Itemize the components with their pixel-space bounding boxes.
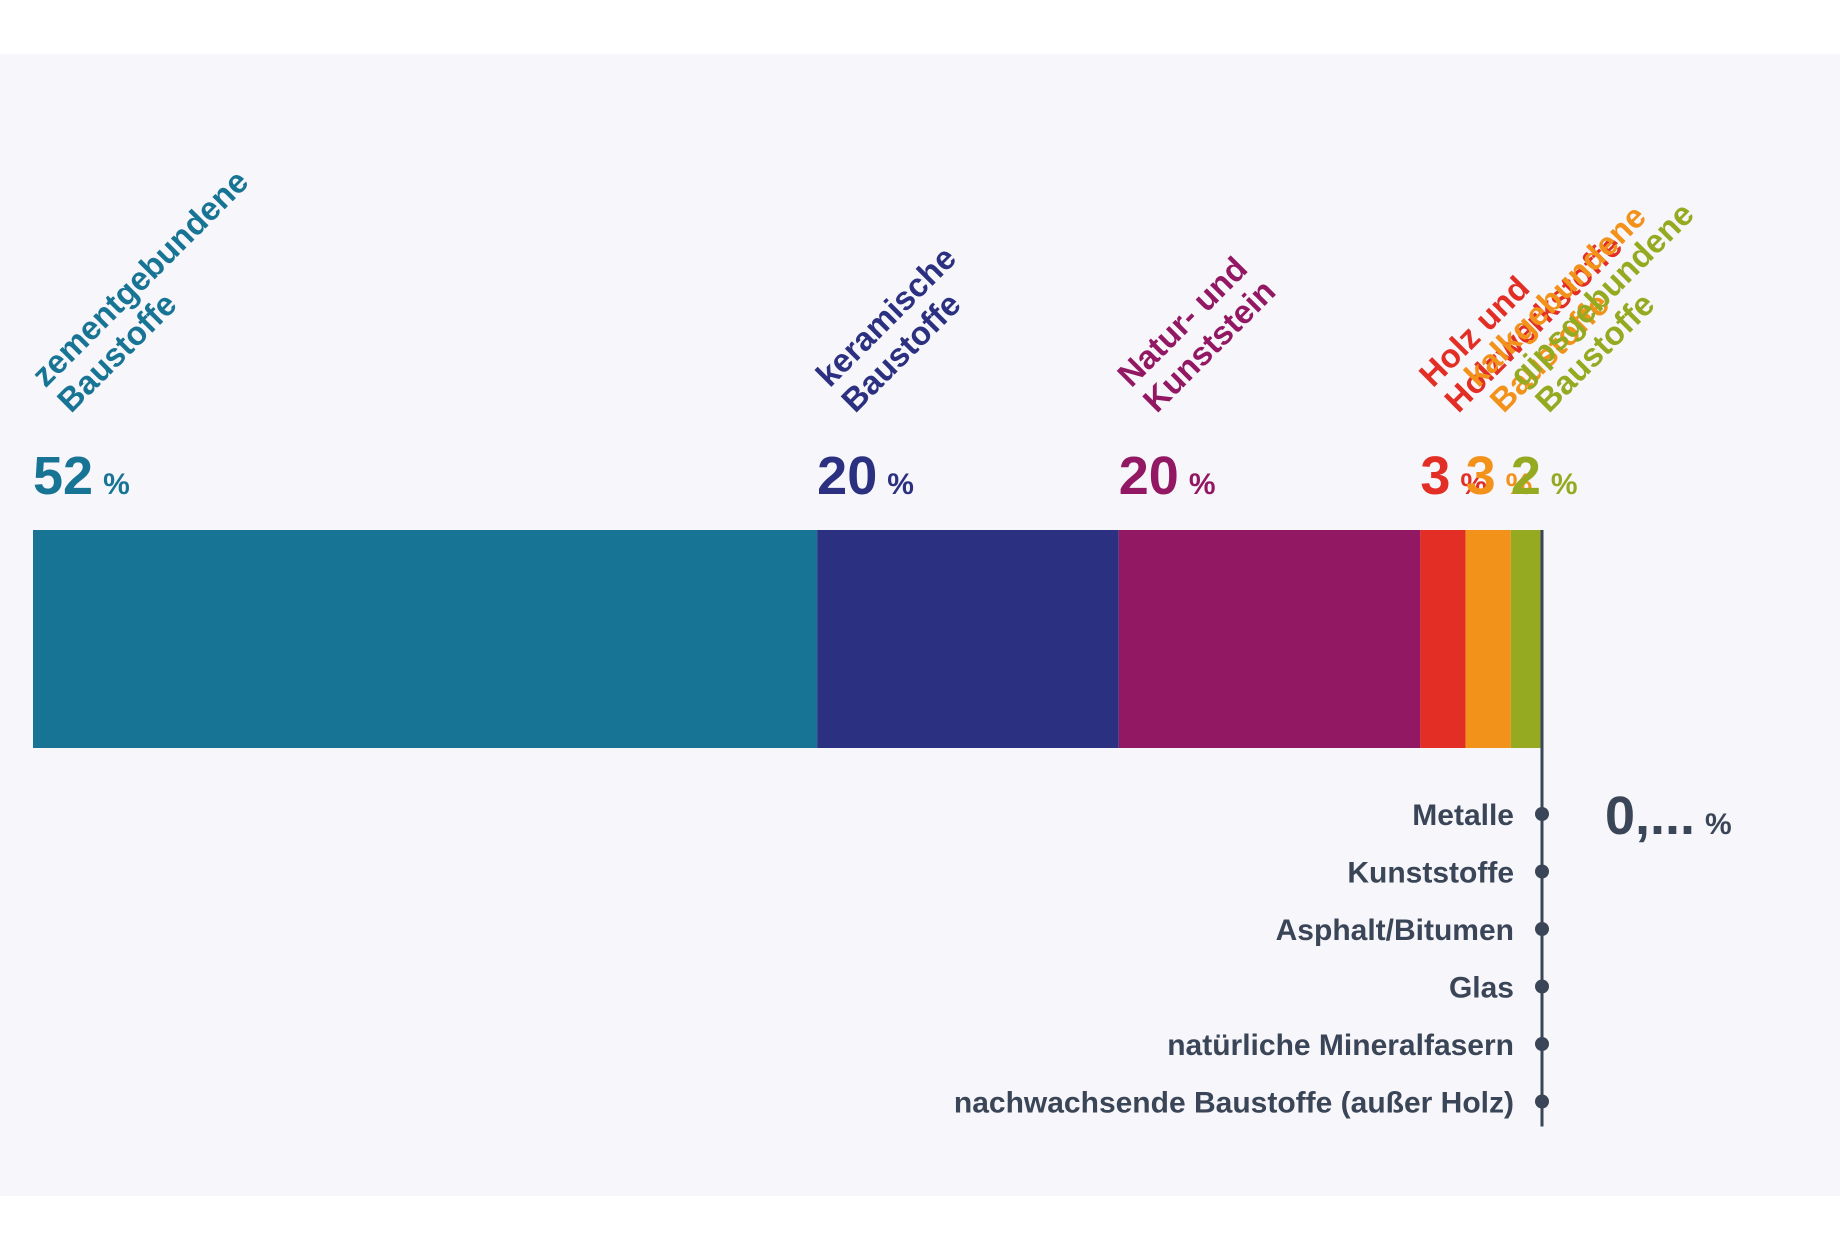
minor-dot-asphalt-bitumen [1535, 922, 1549, 936]
bar-gipsgebundene-baustoffe [1510, 530, 1541, 748]
bar-kalkgebundene-baustoffe [1465, 530, 1511, 748]
bar-keramische-baustoffe [817, 530, 1119, 748]
minor-dot-glas [1535, 979, 1549, 994]
value-unit: % [887, 468, 914, 501]
minor-label-kunststoffe: Kunststoffe [1347, 857, 1514, 890]
minor-label-natuerliche-mineralfasern: natürliche Mineralfasern [1167, 1029, 1514, 1062]
minor-value-number: 0,... [1605, 786, 1695, 846]
value-label-zementgebundene-baustoffe: 52% [33, 446, 130, 506]
value-unit: % [1460, 468, 1487, 501]
value-number: 2 [1511, 446, 1541, 506]
bar-holz-und-holzwerkstoffe [1420, 530, 1466, 748]
bar-natur-und-kunststein [1118, 530, 1421, 748]
minor-label-nachwachsende-baustoffe-ausser-holz: nachwachsende Baustoffe (außer Holz) [954, 1087, 1514, 1120]
minor-value-label: 0,...% [1605, 786, 1732, 846]
value-number: 3 [1420, 446, 1450, 506]
value-label-keramische-baustoffe: 20% [817, 446, 914, 506]
minor-dot-natuerliche-mineralfasern [1535, 1037, 1549, 1051]
value-label-holz-und-holzwerkstoffe: 3% [1420, 446, 1487, 506]
value-label-gipsgebundene-baustoffe: 2% [1511, 446, 1578, 506]
minor-label-asphalt-bitumen: Asphalt/Bitumen [1276, 914, 1514, 947]
value-label-kalkgebundene-baustoffe: 3% [1466, 446, 1533, 506]
minor-label-metalle: Metalle [1412, 799, 1514, 832]
value-unit: % [1189, 468, 1216, 501]
value-number: 20 [817, 446, 877, 506]
value-unit: % [1551, 468, 1578, 501]
chart-panel: 52% zementgebundene Baustoffe 20% keramische… [0, 54, 1840, 1196]
value-number: 52 [33, 446, 93, 506]
value-number: 20 [1119, 446, 1179, 506]
minor-dot-kunststoffe [1535, 864, 1549, 879]
value-unit: % [1506, 468, 1533, 501]
bar-zementgebundene-baustoffe [33, 530, 818, 748]
minor-label-glas: Glas [1449, 972, 1514, 1005]
value-number: 3 [1466, 446, 1496, 506]
minor-value-unit: % [1705, 808, 1732, 841]
category-label-line: zementgebundene [24, 162, 255, 393]
value-unit: % [103, 468, 130, 501]
minor-dot-nachwachsende-baustoffe-ausser-holz [1535, 1094, 1549, 1109]
minor-dot-metalle [1535, 807, 1549, 821]
value-label-natur-und-kunststein: 20% [1119, 446, 1216, 506]
